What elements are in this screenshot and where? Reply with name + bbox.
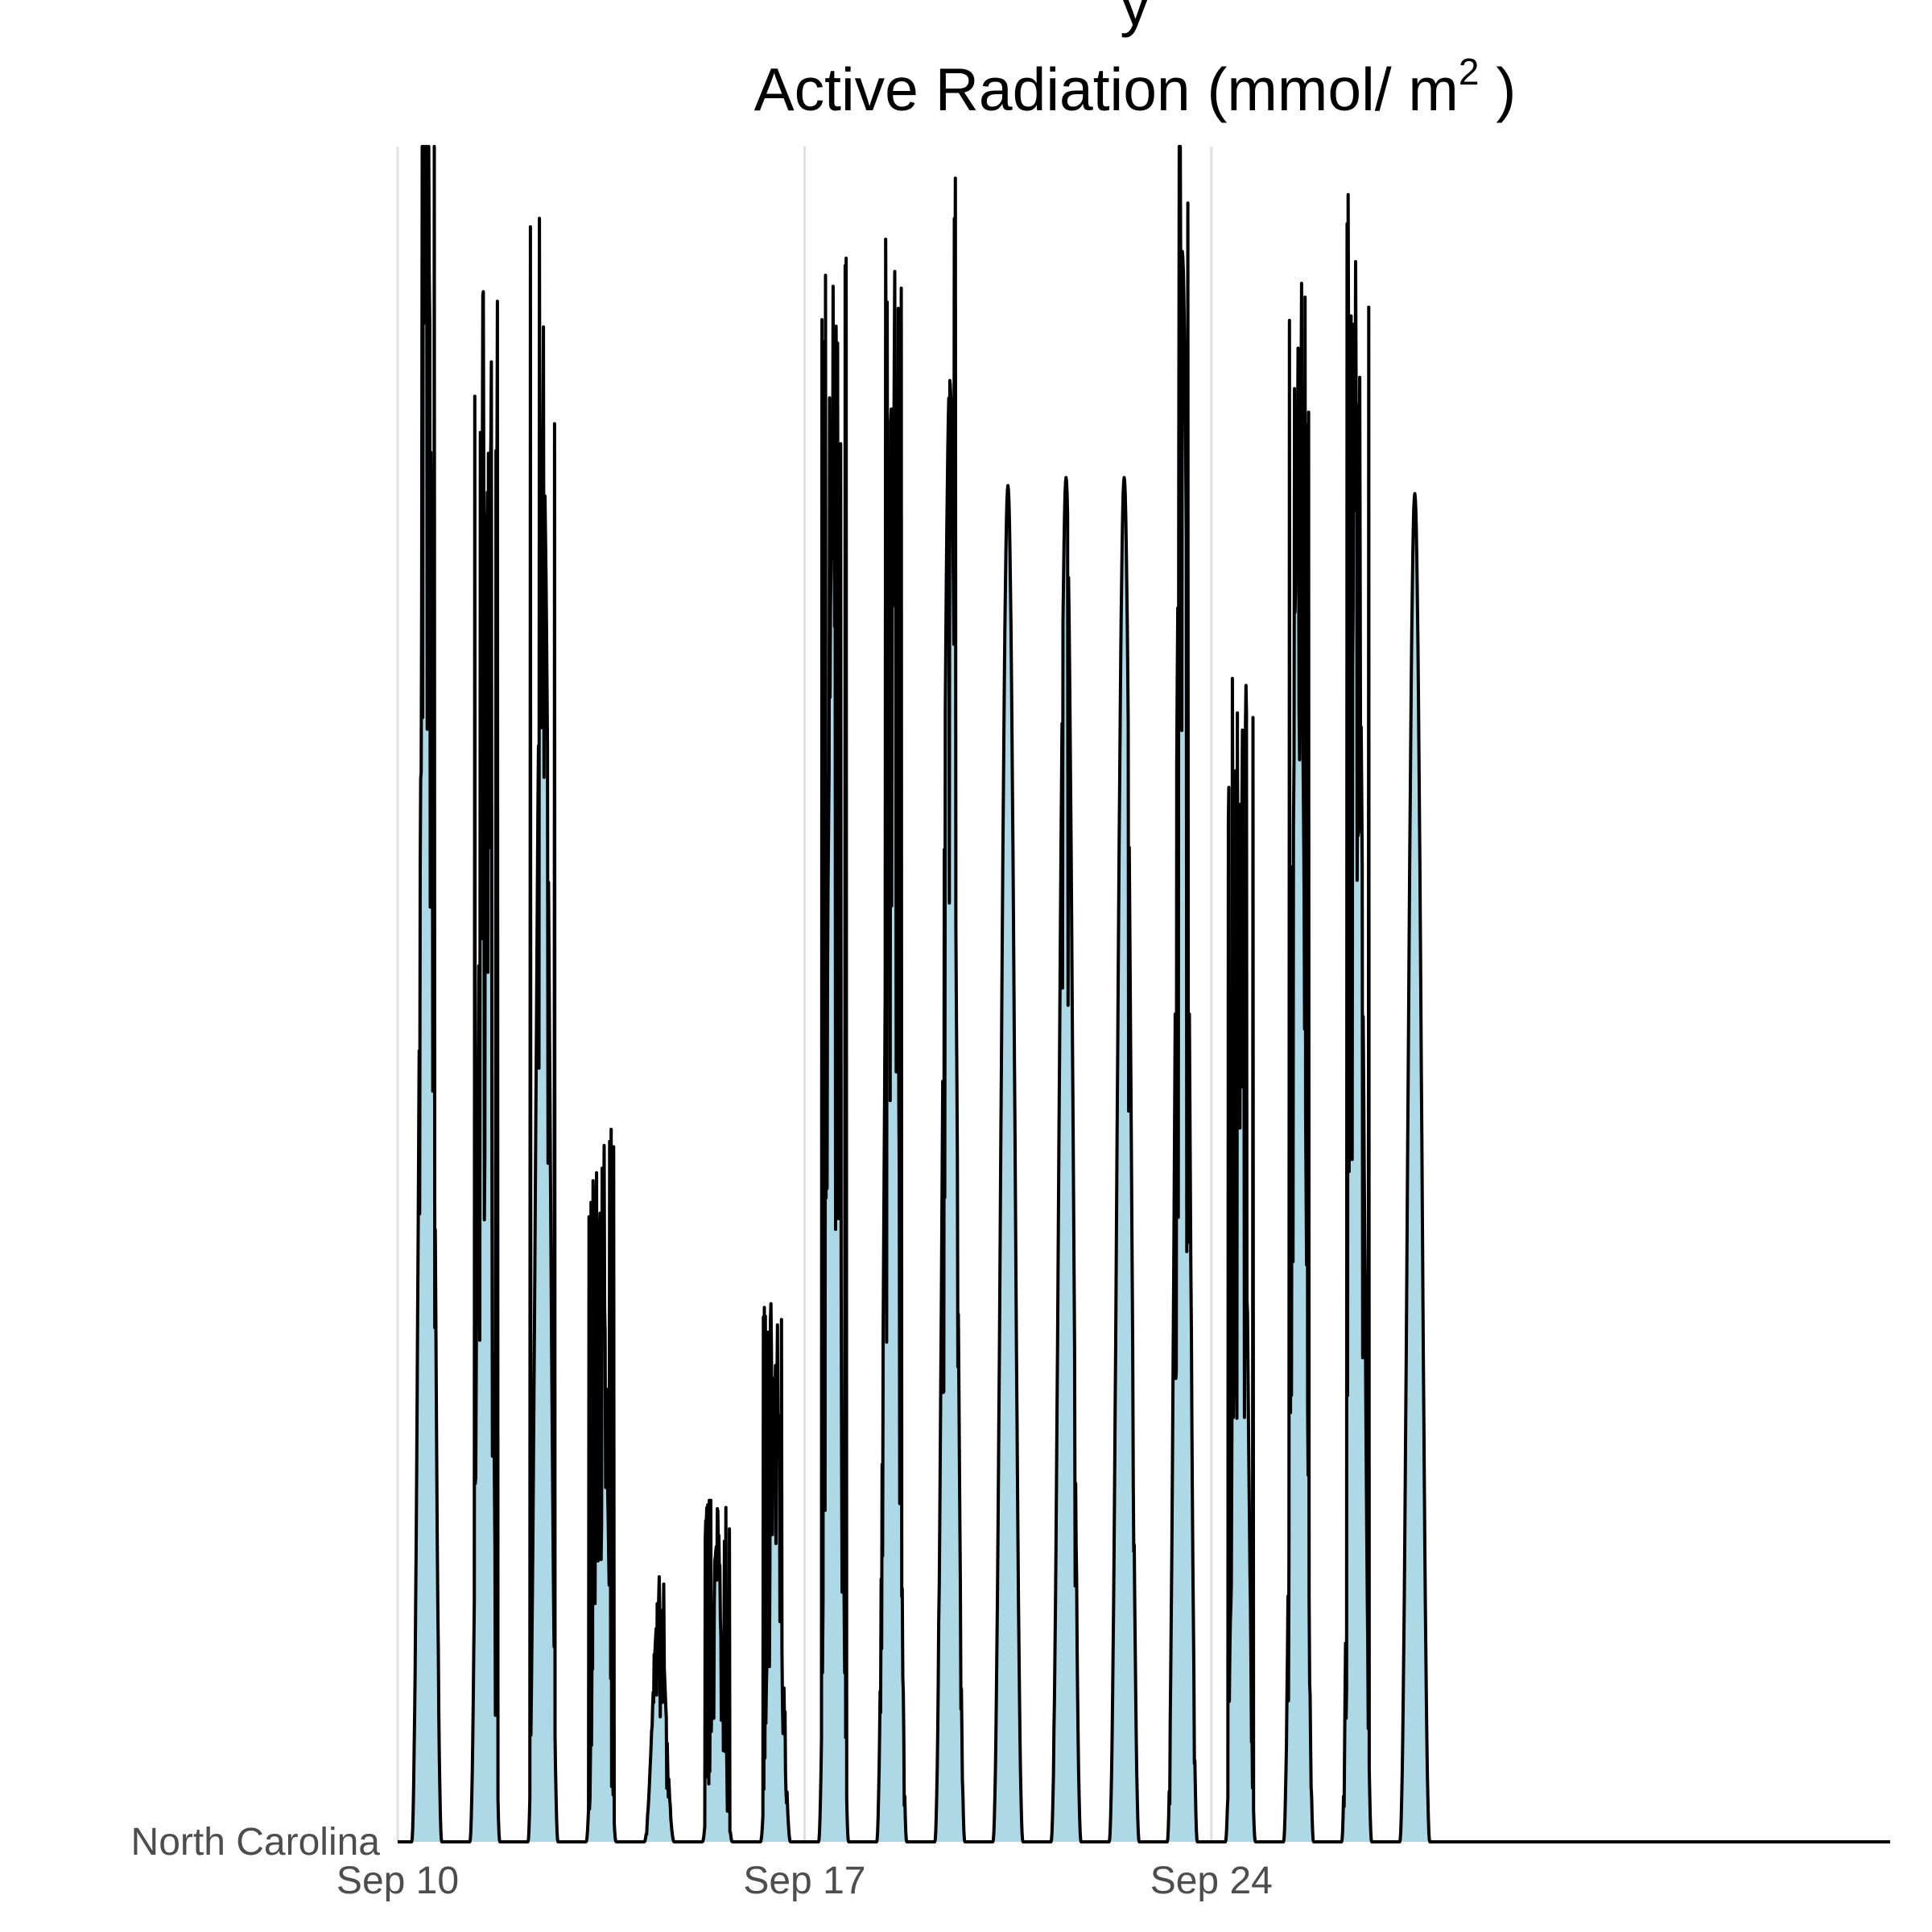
daily-area-sep-19 bbox=[935, 178, 965, 1843]
daily-area-sep-26 bbox=[1341, 194, 1373, 1843]
daily-area-sep-23 bbox=[1166, 147, 1198, 1842]
x-tick-label-1: Sep 17 bbox=[743, 1860, 865, 1902]
daily-area-sep-20 bbox=[993, 485, 1023, 1843]
x-tick-label-0: Sep 10 bbox=[336, 1860, 459, 1902]
x-tick-label-2: Sep 24 bbox=[1150, 1860, 1273, 1902]
daily-area-sep-22 bbox=[1108, 477, 1140, 1843]
daily-radiation-areas bbox=[411, 147, 1430, 1843]
chart-title-superscript: 2 bbox=[1458, 51, 1480, 93]
x-tick-labels: Sep 10 Sep 17 Sep 24 bbox=[336, 1860, 1273, 1902]
daily-area-sep-27 bbox=[1399, 493, 1430, 1843]
y-tick-label-north-carolina: North Carolina bbox=[131, 1821, 381, 1864]
grid-lines bbox=[396, 147, 1213, 1842]
daily-area-sep-15 bbox=[702, 1500, 733, 1842]
chart-title-end: ) bbox=[1479, 56, 1517, 123]
series-line bbox=[398, 145, 1890, 1843]
chart-title: y Active Radiation (mmol/ m2 ) bbox=[451, 0, 1819, 126]
daily-area-sep-12 bbox=[527, 218, 559, 1842]
chart-title-line2: Active Radiation (mmol/ m bbox=[753, 56, 1459, 123]
daily-area-sep-25 bbox=[1283, 283, 1314, 1842]
chart-title-line1: y bbox=[1120, 0, 1150, 38]
